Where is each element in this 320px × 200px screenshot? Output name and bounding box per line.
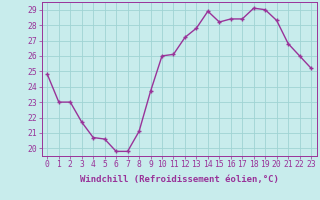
X-axis label: Windchill (Refroidissement éolien,°C): Windchill (Refroidissement éolien,°C) xyxy=(80,175,279,184)
